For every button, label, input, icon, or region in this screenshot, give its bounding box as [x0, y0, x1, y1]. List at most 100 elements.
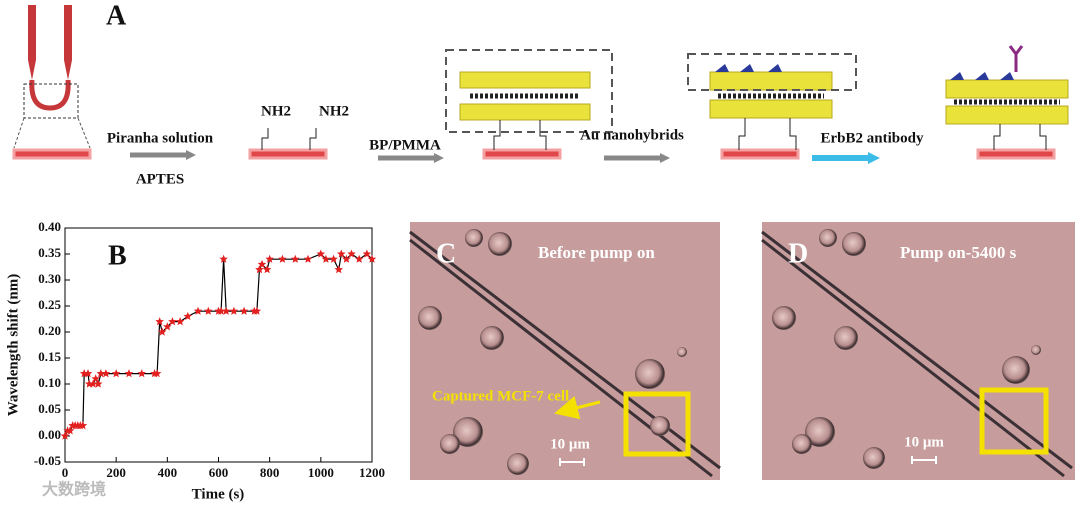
data-point	[79, 369, 89, 378]
data-point	[163, 322, 172, 331]
step-label: Piranha solution	[107, 130, 214, 146]
au-particles	[715, 64, 1014, 80]
data-point	[91, 374, 100, 383]
data-point	[204, 306, 213, 315]
data-point	[291, 254, 300, 263]
x-tick-label: 1200	[359, 465, 385, 480]
data-point	[168, 317, 177, 326]
fiber	[12, 148, 92, 160]
cells	[772, 229, 1041, 469]
data-point	[85, 379, 94, 388]
panel-label: A	[106, 0, 127, 31]
fiber	[720, 148, 800, 160]
group-label: NH2	[319, 103, 349, 119]
data-point	[65, 426, 75, 435]
fiber	[976, 148, 1056, 160]
annotation: Captured MCF-7 cell	[432, 388, 569, 404]
data-point	[94, 379, 103, 388]
x-tick-label: 600	[209, 465, 229, 480]
fiber	[248, 148, 328, 160]
linker	[261, 128, 317, 150]
cells	[418, 229, 687, 475]
data-point	[329, 254, 338, 263]
arrow	[130, 152, 870, 161]
y-axis-label: Wavelength shift (nm)	[5, 274, 21, 417]
y-tick-label: -0.05	[34, 453, 62, 468]
x-tick-label: 800	[260, 465, 280, 480]
data-point	[96, 369, 106, 378]
zoom-lines	[13, 117, 91, 149]
dashed-box	[687, 53, 857, 91]
data-point	[347, 249, 356, 258]
linker	[493, 118, 1047, 150]
data-point	[83, 369, 93, 378]
scale-bar	[911, 456, 937, 464]
data-point	[257, 259, 267, 268]
fiber-taper	[28, 5, 72, 80]
data-point	[183, 311, 193, 320]
y-tick-label: 0.10	[38, 375, 61, 390]
data-point	[78, 421, 88, 430]
y-tick-label: 0.00	[38, 427, 61, 442]
chart: B Time (s) Wavelength shift (nm) 0 200 400…	[5, 219, 385, 502]
data-point	[229, 306, 239, 315]
zoom-box	[23, 83, 79, 119]
antibody	[1008, 45, 1024, 72]
data-point	[334, 265, 343, 274]
micrograph-c: C Before pump on Captured MCF-7 cell 10 …	[409, 222, 721, 480]
data-line	[64, 252, 373, 437]
step-label: Au nanohybrids	[580, 127, 684, 143]
data-point	[262, 265, 272, 274]
y-tick-label: 0.05	[38, 401, 61, 416]
step-label: APTES	[136, 171, 184, 187]
panel-label: C	[436, 238, 456, 269]
data-point	[239, 306, 249, 315]
data-point	[175, 317, 185, 326]
data-point	[193, 306, 203, 315]
step-label: ErbB2 antibody	[821, 130, 924, 146]
scale-label: 10 μm	[550, 436, 590, 452]
arrow-head	[868, 152, 880, 164]
data-point	[221, 306, 231, 315]
image-title: Pump on-5400 s	[900, 243, 1017, 262]
bp	[470, 93, 1060, 105]
data-point	[337, 249, 346, 258]
dashed-box	[445, 49, 613, 133]
bp-layers	[459, 71, 1069, 125]
data-point	[219, 254, 228, 263]
pointer	[554, 395, 601, 420]
data-point	[155, 317, 164, 326]
step-label: BP/PMMA	[369, 137, 441, 153]
group-label: NH2	[261, 103, 291, 119]
scale-bar	[559, 458, 585, 466]
fiber	[761, 230, 1073, 478]
y-tick-label: 0.25	[38, 297, 61, 312]
fiber-loop	[29, 79, 71, 111]
highlight-box	[623, 391, 691, 457]
image-title: Before pump on	[538, 243, 655, 262]
data-point	[362, 249, 372, 258]
y-tick-label: 0.40	[38, 219, 61, 234]
data-point	[152, 369, 162, 378]
data-point	[321, 254, 331, 263]
data-point	[316, 249, 326, 258]
y-tick-label: 0.20	[38, 323, 61, 338]
data-point	[255, 265, 264, 274]
x-tick-label: 1000	[308, 465, 334, 480]
y-tick-label: 0.15	[38, 349, 61, 364]
panel-label: D	[788, 238, 808, 269]
data-point	[252, 306, 262, 315]
data-point	[111, 369, 121, 378]
data-point	[265, 254, 274, 263]
data-point	[157, 327, 167, 336]
data-point	[101, 369, 111, 378]
fiber	[482, 148, 562, 160]
data-point	[124, 369, 134, 378]
data-point	[60, 431, 70, 440]
x-tick-label: 200	[106, 465, 126, 480]
watermark: 大数跨境	[42, 480, 106, 499]
data-point	[137, 369, 146, 378]
panel-label: B	[108, 240, 127, 271]
data-point	[342, 254, 351, 263]
